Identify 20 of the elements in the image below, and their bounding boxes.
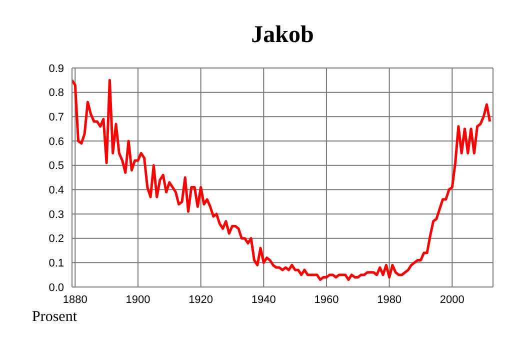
x-tick-label: 1920 xyxy=(188,294,214,306)
y-axis-title: Prosent xyxy=(32,309,77,326)
y-tick-label: 0.5 xyxy=(48,160,64,172)
y-tick-label: 0.0 xyxy=(48,282,64,294)
x-tick-label: 2000 xyxy=(440,294,464,306)
y-tick-label: 0.3 xyxy=(48,208,64,221)
x-tick-label: 1880 xyxy=(62,294,88,306)
y-tick-label: 0.7 xyxy=(48,112,64,124)
y-tick-label: 0.1 xyxy=(48,258,64,270)
y-tick-label: 0.6 xyxy=(48,136,64,148)
x-tick-label: 1940 xyxy=(251,294,276,306)
y-tick-label: 0.8 xyxy=(48,87,64,100)
line-series xyxy=(72,78,492,281)
y-tick-label: 0.2 xyxy=(48,233,64,246)
x-tick-label: 1960 xyxy=(314,294,339,306)
y-tick-label: 0.9 xyxy=(48,62,64,75)
x-tick-label: 1900 xyxy=(126,294,150,306)
chart-title: Jakob xyxy=(250,22,315,49)
x-tick-label: 1980 xyxy=(377,294,402,306)
y-tick-label: 0.4 xyxy=(48,184,64,197)
